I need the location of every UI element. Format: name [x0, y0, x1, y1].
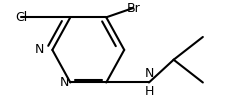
Text: N: N: [34, 43, 44, 56]
Text: H: H: [144, 85, 153, 98]
Text: Br: Br: [126, 2, 140, 14]
Text: N: N: [60, 76, 69, 89]
Text: Cl: Cl: [15, 11, 27, 24]
Text: N: N: [144, 67, 153, 80]
